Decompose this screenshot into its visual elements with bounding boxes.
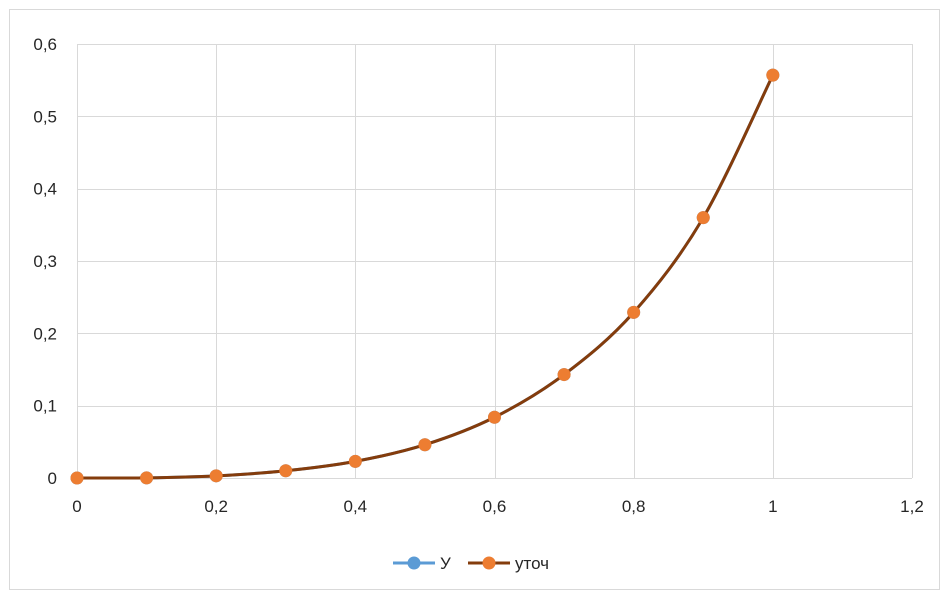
data-point [279,464,293,478]
chart-border [9,9,940,590]
y-tick-label: 0,6 [33,35,57,54]
legend-marker [482,556,496,570]
data-point [488,410,501,424]
x-tick-label: 1 [768,497,777,516]
legend-item-1: У [393,554,451,573]
y-tick-label: 0,4 [33,180,57,199]
x-tick-label: 0,4 [344,497,368,516]
data-point [140,471,154,485]
series-2 [70,68,780,485]
x-tick-label: 0 [72,497,81,516]
y-tick-label: 0 [48,469,57,488]
y-tick-label: 0,1 [33,397,57,416]
y-tick-label: 0,2 [33,324,57,343]
legend-item-2: уточ [468,554,549,573]
data-point [209,469,223,483]
y-tick-label: 0,5 [33,107,57,126]
legend-marker [407,556,421,570]
x-tick-label: 0,2 [204,497,228,516]
legend-label: У [440,554,451,573]
series-layer [70,68,780,485]
data-point [418,438,432,452]
data-point [766,68,780,82]
data-point [557,368,571,382]
tick-layer: 0 0,2 0,4 0,6 0,8 1 1,2 0 0,1 0,2 0,3 0,4 0,5 0,6 [33,35,923,516]
x-tick-label: 0,8 [622,497,646,516]
y-tick-label: 0,3 [33,252,57,271]
x-tick-label: 1,2 [900,497,924,516]
data-point [696,211,710,225]
data-point [348,454,362,468]
series-line [76,74,775,480]
x-tick-label: 0,6 [483,497,507,516]
grid-layer [77,44,913,479]
legend-label: уточ [515,554,549,573]
data-point [627,305,641,319]
data-point [70,471,84,485]
